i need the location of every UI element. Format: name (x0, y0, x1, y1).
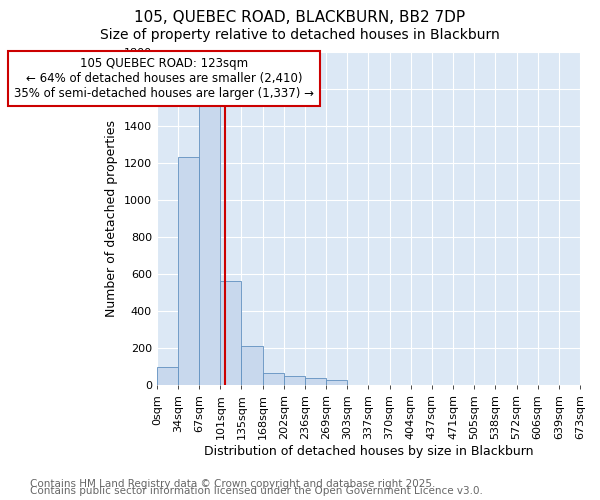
Bar (178, 157, 199, 385)
Text: 105, QUEBEC ROAD, BLACKBURN, BB2 7DP: 105, QUEBEC ROAD, BLACKBURN, BB2 7DP (134, 10, 466, 25)
Text: Size of property relative to detached houses in Blackburn: Size of property relative to detached ho… (100, 28, 500, 42)
Bar (305, 378, 326, 385)
Text: 105 QUEBEC ROAD: 123sqm
← 64% of detached houses are smaller (2,410)
35% of semi: 105 QUEBEC ROAD: 123sqm ← 64% of detache… (14, 57, 314, 100)
Bar (157, 368, 178, 385)
Bar (199, 105, 220, 385)
Text: Contains public sector information licensed under the Open Government Licence v3: Contains public sector information licen… (30, 486, 483, 496)
Bar (241, 346, 263, 385)
Bar (326, 380, 347, 385)
Bar (284, 376, 305, 385)
Text: Contains HM Land Registry data © Crown copyright and database right 2025.: Contains HM Land Registry data © Crown c… (30, 479, 436, 489)
Bar (220, 281, 241, 385)
Bar (263, 373, 284, 385)
X-axis label: Distribution of detached houses by size in Blackburn: Distribution of detached houses by size … (203, 444, 533, 458)
Y-axis label: Number of detached properties: Number of detached properties (106, 120, 118, 316)
